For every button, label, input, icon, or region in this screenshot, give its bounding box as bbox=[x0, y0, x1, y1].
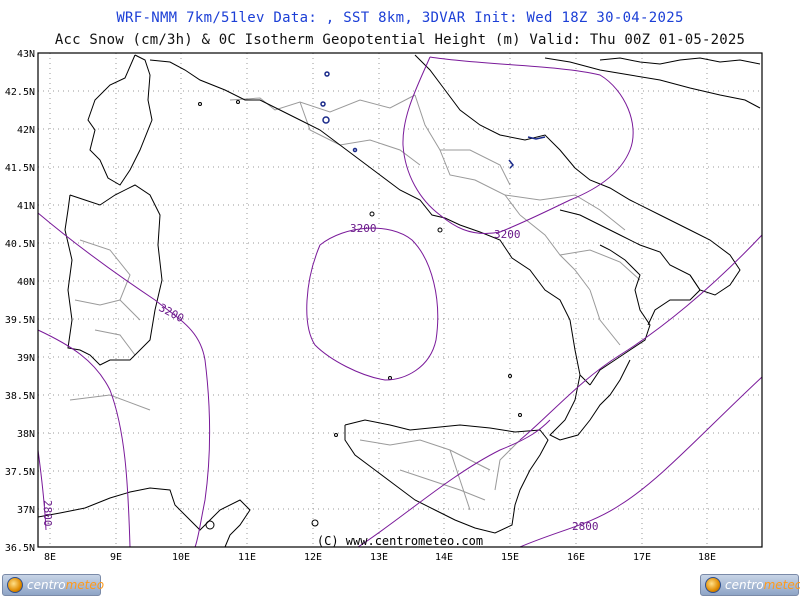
logo-word-meteo: meteo bbox=[763, 578, 800, 592]
lon-label: 11E bbox=[238, 552, 256, 563]
header-line-2: Acc Snow (cm/3h) & 0C Isotherm Geopotent… bbox=[54, 32, 746, 48]
copyright-text: (C) www.centrometeo.com bbox=[317, 534, 483, 548]
lon-label: 15E bbox=[501, 552, 519, 563]
lon-label: 18E bbox=[698, 552, 716, 563]
lat-label: 39N bbox=[17, 353, 35, 364]
lon-label: 12E bbox=[304, 552, 322, 563]
lon-label: 9E bbox=[110, 552, 122, 563]
centrometeo-logo-left[interactable]: centro meteo bbox=[2, 574, 104, 596]
contour-label-2800-a: 2800 bbox=[572, 520, 599, 533]
lat-label: 43N bbox=[17, 49, 35, 60]
lat-label: 37N bbox=[17, 505, 35, 516]
latitude-labels: 43N 42.5N 42N 41.5N 41N 40.5N 40N 39.5N … bbox=[5, 49, 35, 554]
globe-icon bbox=[7, 577, 23, 593]
header-line-1: WRF-NMM 7km/51lev Data: , SST 8km, 3DVAR… bbox=[116, 10, 684, 26]
coastlines bbox=[37, 54, 761, 548]
lat-label: 41.5N bbox=[5, 163, 35, 174]
globe-icon bbox=[705, 577, 721, 593]
contour-label-3200-a: 3200 bbox=[350, 222, 377, 235]
lat-label: 42.5N bbox=[5, 87, 35, 98]
logo-word-meteo: meteo bbox=[65, 578, 105, 592]
logo-word-centro: centro bbox=[725, 578, 764, 592]
lon-label: 8E bbox=[44, 552, 56, 563]
longitude-labels: 8E 9E 10E 11E 12E 13E 14E 15E 16E 17E 18… bbox=[44, 552, 716, 563]
contour-label-3200-c: 3200 bbox=[494, 228, 521, 241]
contour-label-3200-b: 3200 bbox=[157, 301, 187, 325]
lat-label: 38N bbox=[17, 429, 35, 440]
lon-label: 14E bbox=[435, 552, 453, 563]
map-frame bbox=[37, 52, 763, 548]
lon-label: 13E bbox=[370, 552, 388, 563]
lat-label: 40N bbox=[17, 277, 35, 288]
contour-label-2800-b: 2800 bbox=[41, 500, 54, 527]
lat-label: 40.5N bbox=[5, 239, 35, 250]
isotherm-contours bbox=[37, 56, 763, 548]
lon-label: 10E bbox=[172, 552, 190, 563]
graticule bbox=[38, 52, 762, 547]
snow-contours bbox=[320, 71, 546, 169]
regional-borders bbox=[69, 94, 641, 511]
lat-label: 42N bbox=[17, 125, 35, 136]
lat-label: 37.5N bbox=[5, 467, 35, 478]
logo-word-centro: centro bbox=[27, 578, 66, 592]
lon-label: 16E bbox=[567, 552, 585, 563]
lon-label: 17E bbox=[633, 552, 651, 563]
lat-label: 36.5N bbox=[5, 543, 35, 554]
lat-label: 41N bbox=[17, 201, 35, 212]
centrometeo-logo-right[interactable]: centro meteo bbox=[700, 574, 800, 596]
lat-label: 38.5N bbox=[5, 391, 35, 402]
lat-label: 39.5N bbox=[5, 315, 35, 326]
